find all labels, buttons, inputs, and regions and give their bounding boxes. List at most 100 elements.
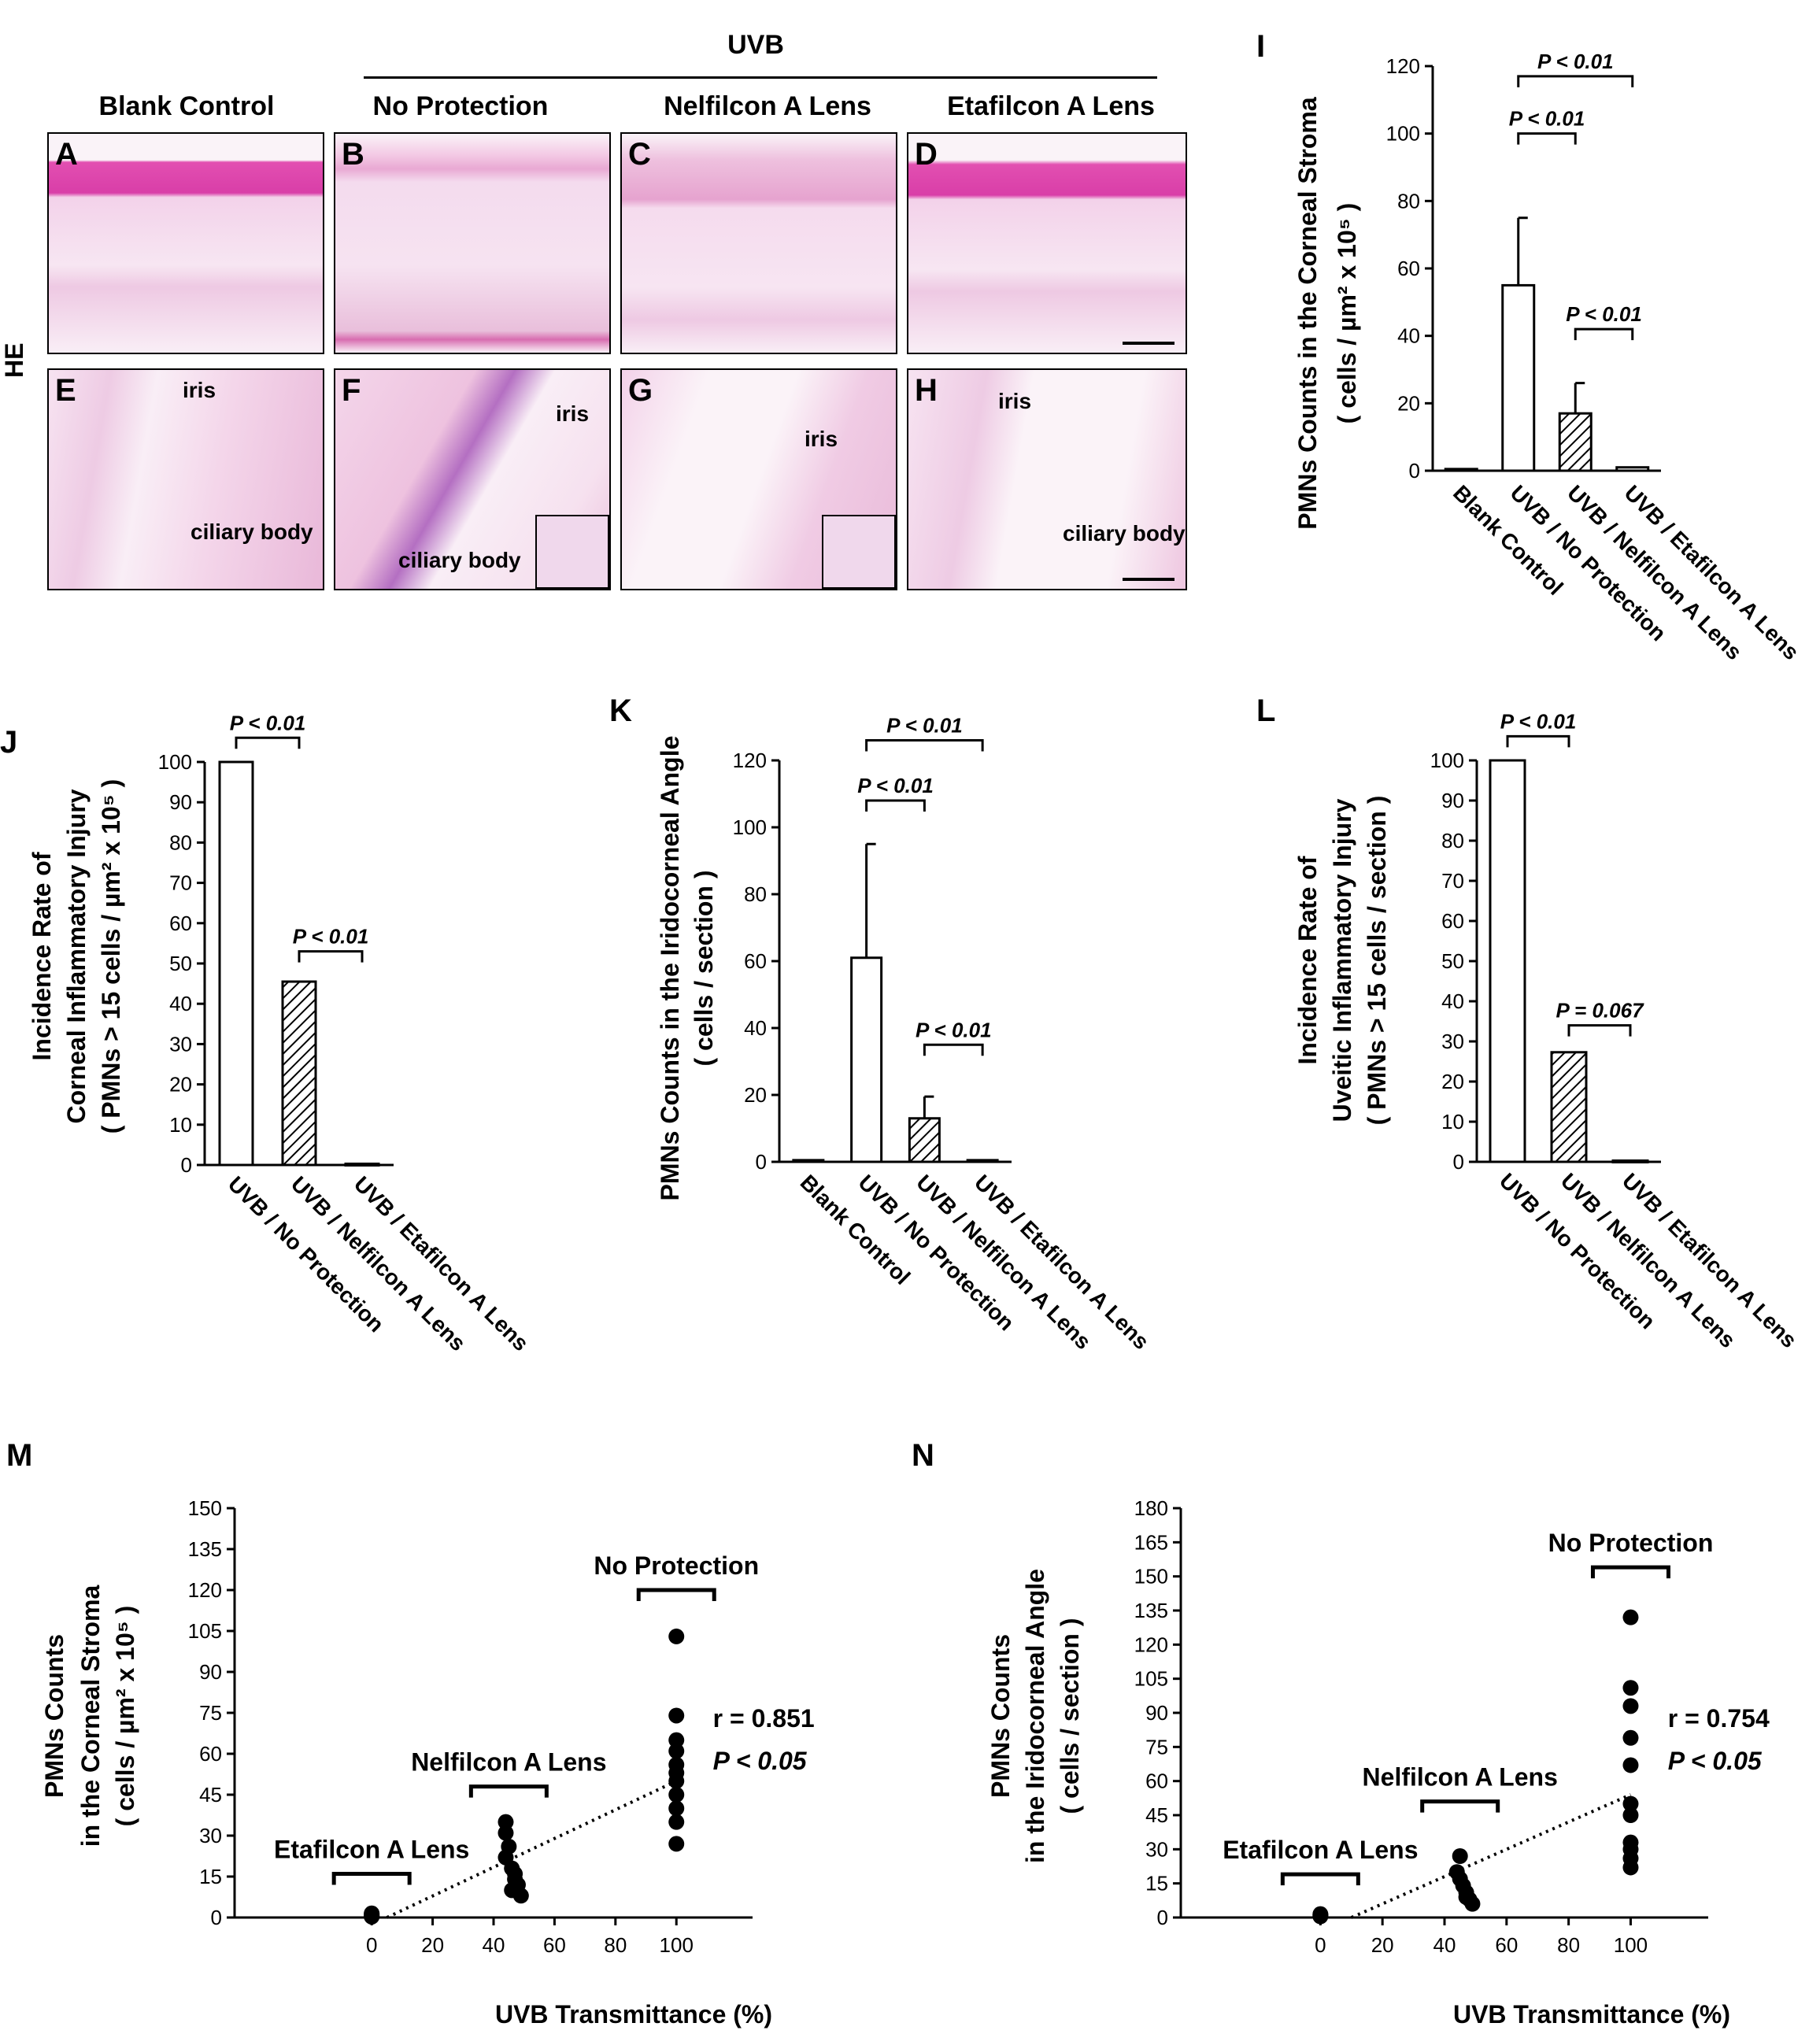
x-tick-label: 80 [604,1933,627,1957]
bar [908,1117,941,1163]
y-axis-label: in the Iridocorneal Angle [1021,1569,1049,1863]
column-header-etafilcon: Etafilcon A Lens [947,91,1155,121]
y-tick-label: 30 [1145,1837,1168,1861]
y-axis-label: ( PMNs > 15 cells / µm² x 10⁵ ) [97,779,125,1134]
x-tick-label: 100 [660,1933,694,1957]
column-header-blank-control: Blank Control [98,91,275,121]
y-axis-label: ( cells / section ) [690,871,718,1067]
bar [1489,759,1526,1163]
data-point [1622,1757,1639,1773]
y-tick-label: 10 [1441,1110,1464,1133]
scale-bar [1123,578,1174,581]
y-axis-label: PMNs Counts in the Corneal Stroma [1293,97,1322,530]
bar [966,1159,999,1163]
micrograph-d-cornea: D [907,132,1187,354]
panel-letter-c: C [628,137,651,172]
y-tick-label: 105 [188,1619,222,1643]
significance-label: P < 0.01 [916,1018,992,1041]
micrograph-a-cornea: A [47,132,324,354]
correlation-p: P < 0.05 [713,1747,808,1775]
significance-label: P < 0.01 [1500,709,1577,733]
y-tick-label: 150 [188,1496,222,1520]
y-tick-label: 15 [199,1865,222,1888]
panel-letter: J [0,725,17,760]
y-axis-label: PMNs Counts [986,1634,1015,1798]
x-axis-label: UVB Transmittance (%) [495,2000,772,2028]
bar [281,980,317,1167]
y-tick-label: 75 [1145,1735,1168,1758]
column-header-nelfilcon: Nelfilcon A Lens [664,91,871,121]
y-tick-label: 165 [1134,1530,1168,1554]
data-point [1312,1906,1329,1922]
y-tick-label: 60 [169,912,192,935]
x-tick-label: 0 [366,1933,377,1957]
y-axis-label: Incidence Rate of [1293,856,1322,1064]
data-point [668,1800,685,1817]
y-tick-label: 120 [733,749,767,772]
significance-bracket [923,1043,984,1056]
label-ciliary-body-f: ciliary body [398,548,521,572]
group-label: Nelfilcon A Lens [411,1748,606,1777]
bar [850,956,883,1163]
label-iris-e: iris [183,378,216,402]
y-tick-label: 30 [169,1032,192,1056]
y-tick-label: 80 [744,882,767,906]
data-point [668,1836,685,1852]
y-tick-label: 90 [169,790,192,814]
y-tick-label: 100 [1430,749,1464,772]
x-tick-label: 0 [1315,1933,1326,1957]
y-tick-label: 90 [199,1660,222,1684]
y-tick-label: 40 [1397,324,1420,348]
x-axis-label: UVB Transmittance (%) [1453,2000,1730,2028]
y-tick-label: 90 [1145,1701,1168,1725]
significance-bracket [865,799,926,812]
micrograph-h-uvea: H iris ciliary body [907,368,1187,590]
y-axis-label: PMNs Counts in the Iridocorneal Angle [656,736,684,1201]
data-point [1622,1698,1639,1714]
data-point [668,1814,685,1830]
y-tick-label: 120 [1134,1633,1168,1656]
data-point [498,1814,514,1830]
micrograph-c-cornea: C [620,132,897,354]
x-tick-label: 20 [1371,1933,1394,1957]
y-tick-label: 135 [1134,1599,1168,1622]
micrograph-g-uvea: G iris [620,368,897,590]
data-point [668,1787,685,1803]
group-bracket [331,1872,412,1885]
y-tick-label: 50 [1441,949,1464,973]
panel-letter-a: A [55,137,78,172]
panel-letter-e: E [55,373,76,408]
trend-line [1350,1793,1632,1919]
chart-j: J Incidence Rate of Corneal Inflammatory I… [0,711,534,1355]
y-tick-label: 80 [169,830,192,854]
bar [1550,1051,1588,1163]
y-axis-label: ( cells / µm² x 10⁵ ) [111,1606,139,1827]
y-tick-label: 20 [1397,391,1420,415]
data-point [364,1908,380,1925]
x-tick-label: 100 [1614,1933,1648,1957]
significance-label: P < 0.01 [1509,107,1585,131]
panel-letter: L [1256,693,1275,728]
significance-bracket [298,950,364,963]
significance-bracket [865,739,984,752]
y-tick-label: 120 [188,1578,222,1602]
bar [344,1162,380,1167]
correlation-r: r = 0.851 [713,1704,815,1733]
data-point [668,1732,685,1748]
y-tick-label: 0 [211,1906,222,1929]
group-bracket [1420,1799,1500,1813]
uvb-header: UVB [727,30,784,60]
y-axis-label: ( cells / µm² x 10⁵ ) [1333,203,1361,424]
group-label: Nelfilcon A Lens [1363,1763,1558,1792]
y-tick-label: 10 [169,1113,192,1137]
x-tick-label: 80 [1557,1933,1580,1957]
panel-letter: N [912,1438,934,1473]
y-tick-label: 15 [1145,1872,1168,1895]
chart-i: I PMNs Counts in the Corneal Stroma ( cell… [1256,29,1803,664]
y-tick-label: 0 [1157,1906,1168,1929]
panel-letter-d: D [915,137,938,172]
label-iris-g: iris [805,427,838,451]
y-tick-label: 0 [756,1150,767,1174]
group-bracket [1590,1565,1670,1579]
